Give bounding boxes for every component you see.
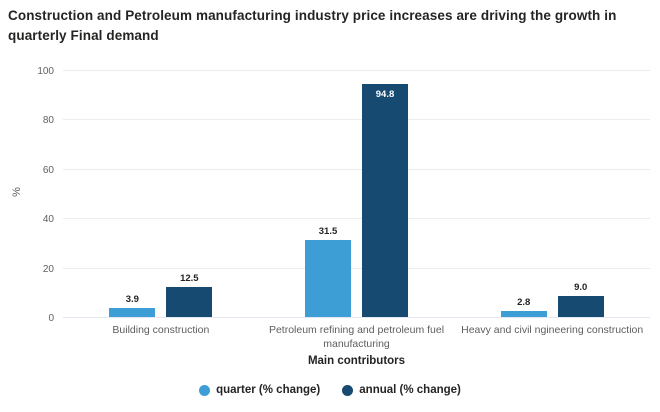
legend-label: quarter (% change) xyxy=(216,384,321,396)
legend-label: annual (% change) xyxy=(359,384,461,396)
bar-group: 31.5 94.8 xyxy=(259,71,455,318)
category-label: Petroleum refining and petroleum fuel ma… xyxy=(268,324,445,350)
data-label: 31.5 xyxy=(318,226,338,238)
bar-annual: 12.5 xyxy=(166,273,213,318)
legend: quarter (% change) annual (% change) xyxy=(0,384,660,396)
x-axis-title: Main contributors xyxy=(307,355,406,367)
category-label: Building construction xyxy=(112,324,210,336)
data-label: 2.8 xyxy=(517,297,531,309)
bar-quarter: 3.9 xyxy=(109,294,156,318)
legend-item: quarter (% change) xyxy=(199,384,320,396)
bar-annual: 9.0 xyxy=(557,282,604,318)
plot-area: 0 20 40 60 80 100 3.9 12.5 31.5 94.8 2.8 9.0 xyxy=(37,66,650,324)
y-tick-label-40: 40 xyxy=(42,214,54,226)
bar-groups: 3.9 12.5 31.5 94.8 2.8 9.0 xyxy=(63,71,650,318)
bar-quarter: 2.8 xyxy=(500,297,547,318)
y-tick-label-60: 60 xyxy=(42,164,54,176)
gridline-0 xyxy=(63,317,650,318)
gridline-20 xyxy=(63,267,650,269)
data-label: 12.5 xyxy=(180,273,199,285)
bar-fill xyxy=(305,240,351,318)
category-label: Heavy and civil ngineering construction xyxy=(461,324,644,336)
legend-swatch-icon xyxy=(342,384,354,396)
gridline-60 xyxy=(63,168,650,170)
y-tick-label-20: 20 xyxy=(42,263,54,275)
bar-fill xyxy=(362,83,408,318)
y-tick-label-0: 0 xyxy=(48,313,54,324)
gridline-80 xyxy=(63,119,650,121)
data-label: 9.0 xyxy=(574,281,588,293)
legend-swatch-icon xyxy=(199,384,211,396)
legend-item: annual (% change) xyxy=(342,384,461,396)
bar-fill xyxy=(109,308,156,318)
bar-annual: 94.8 xyxy=(362,83,408,318)
bar-fill xyxy=(166,287,213,318)
x-axis-category-labels: Building construction Petroleum refining … xyxy=(63,324,650,351)
gridline-100 xyxy=(63,70,650,71)
bar-fill xyxy=(557,295,604,318)
y-tick-label-100: 100 xyxy=(37,66,54,77)
y-axis-title: % xyxy=(11,187,23,197)
bar-group: 3.9 12.5 xyxy=(63,71,259,318)
data-label: 94.8 xyxy=(375,88,395,100)
y-tick-label-80: 80 xyxy=(42,115,54,127)
data-label: 3.9 xyxy=(125,294,139,306)
bar-fill xyxy=(500,311,547,318)
bar-group: 2.8 9.0 xyxy=(454,71,650,318)
gridline-40 xyxy=(63,218,650,220)
chart-title: Construction and Petroleum manufacturing… xyxy=(8,8,617,43)
bar-quarter: 31.5 xyxy=(305,226,351,318)
